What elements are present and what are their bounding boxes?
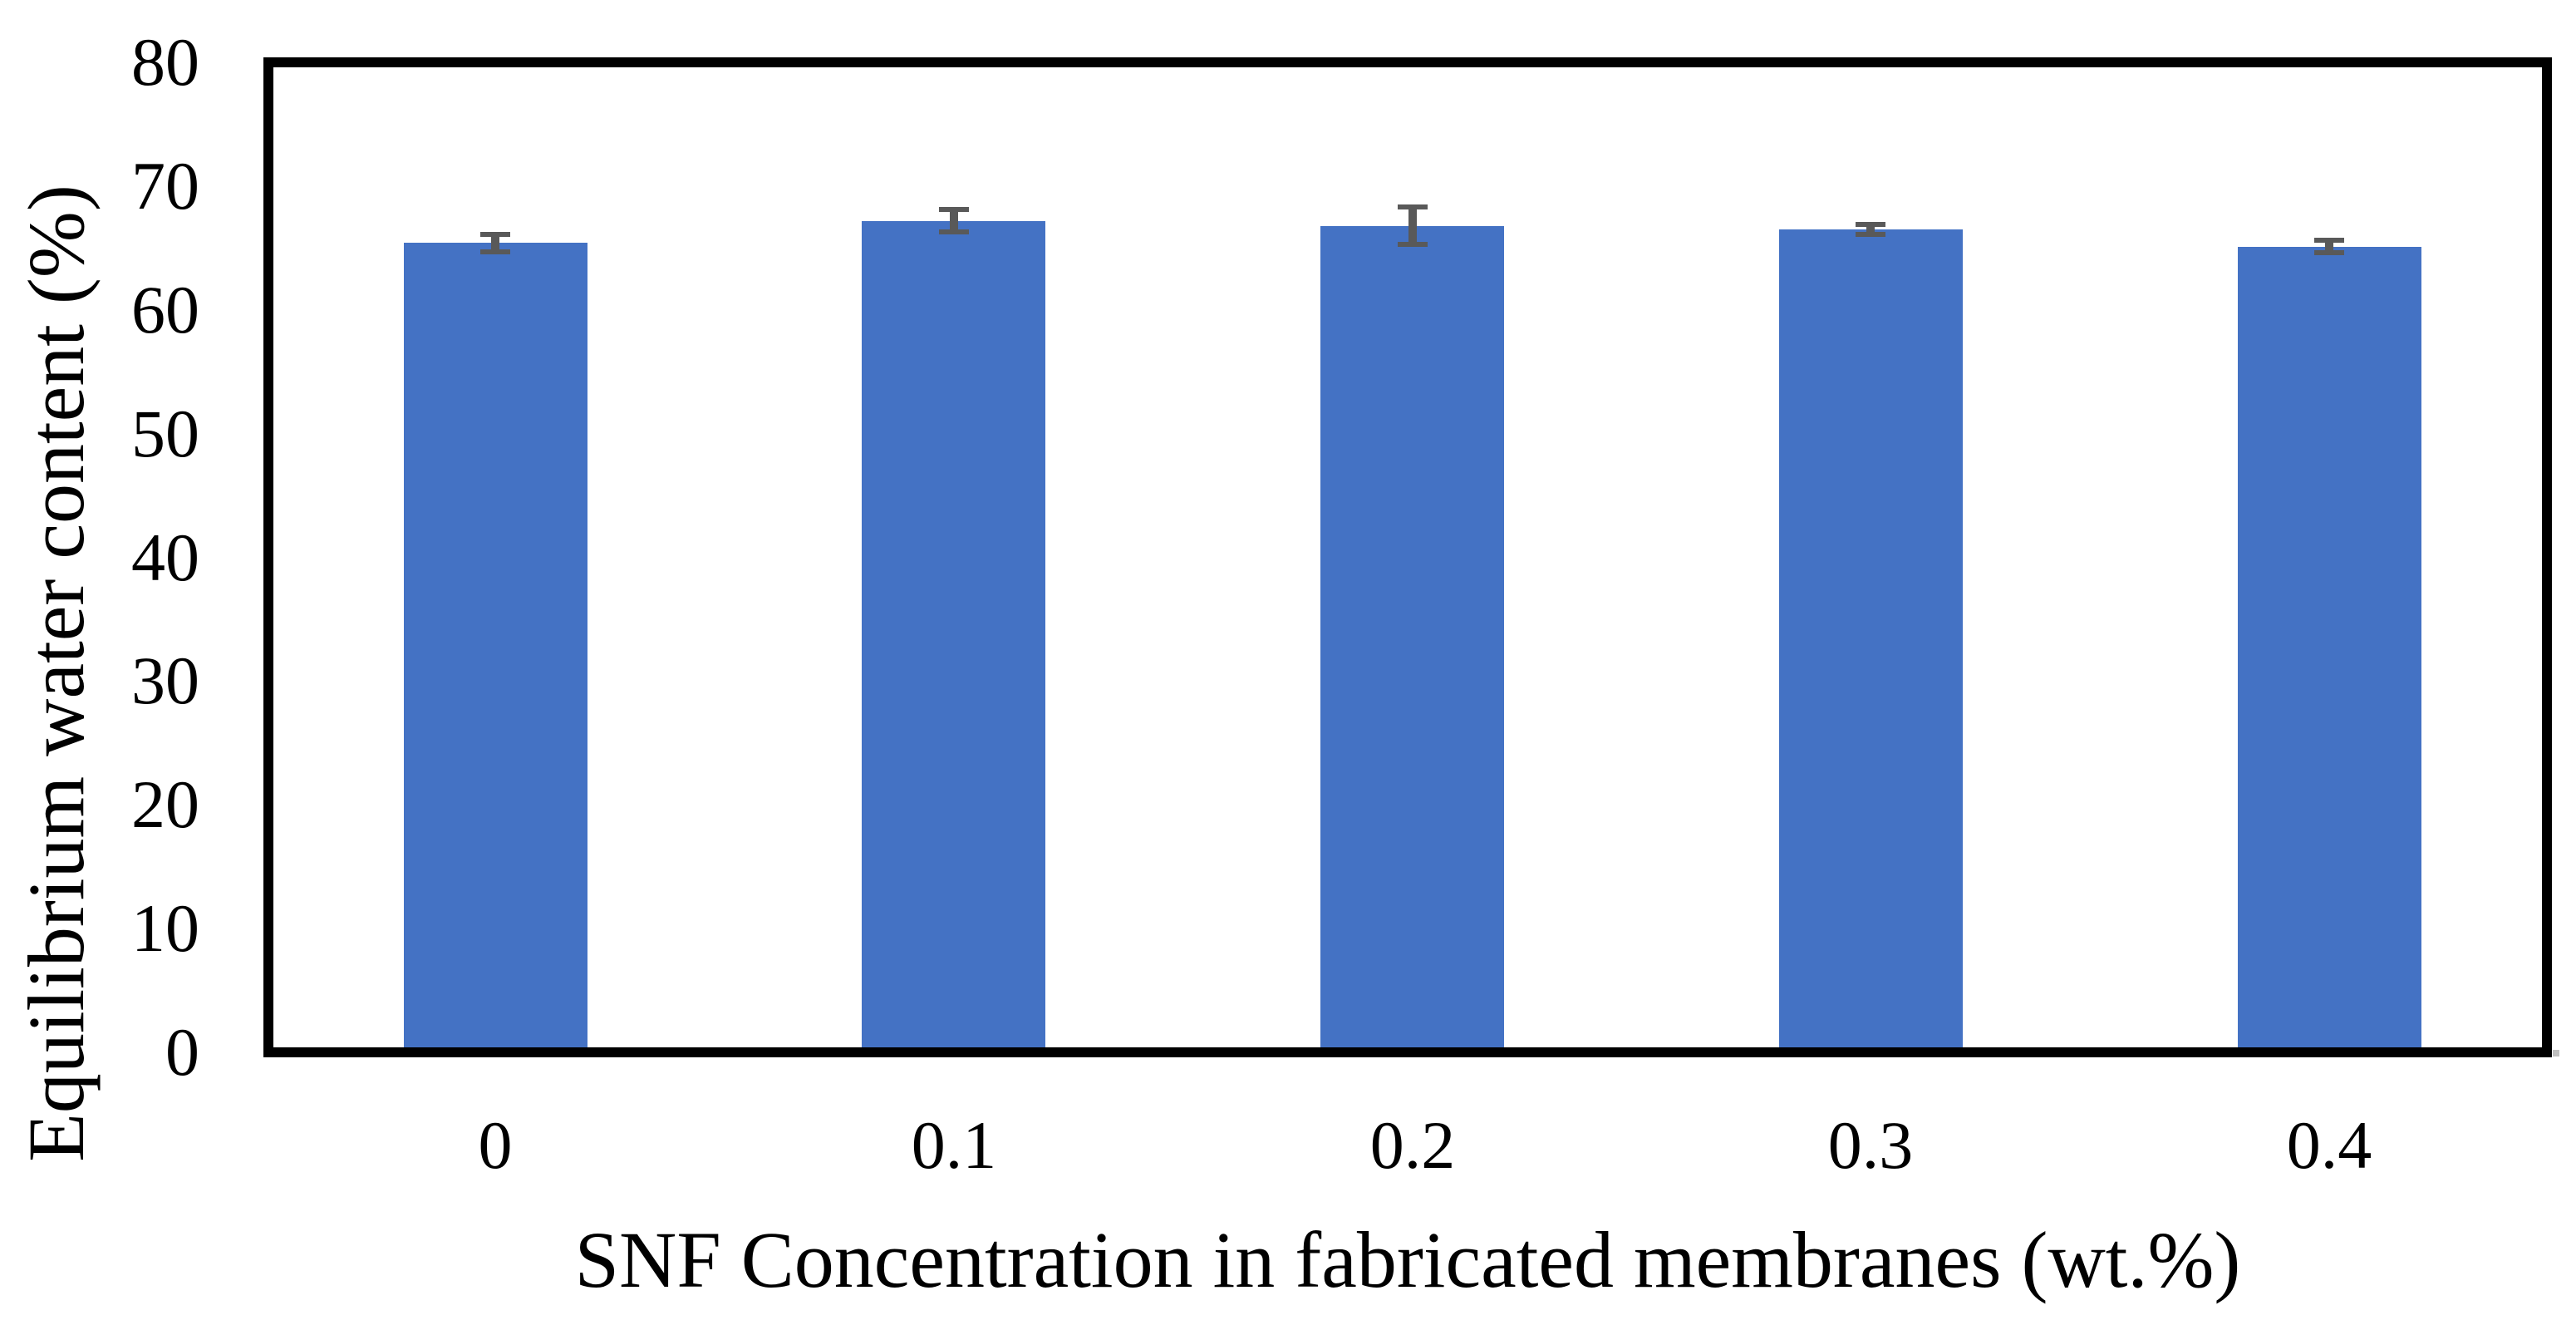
y-tick-label: 0 xyxy=(165,1014,199,1090)
bar xyxy=(2238,247,2421,1047)
bar xyxy=(1320,226,1504,1047)
error-bar-cap-bottom xyxy=(480,249,510,254)
error-bar-cap-bottom xyxy=(1398,242,1428,247)
error-bar-whisker xyxy=(1408,207,1417,244)
y-tick-label: 80 xyxy=(131,24,199,100)
error-bar-whisker xyxy=(950,209,958,232)
bar xyxy=(862,221,1045,1047)
y-tick-label: 20 xyxy=(131,766,199,842)
x-tick-label: 0.4 xyxy=(2286,1107,2372,1183)
x-tick-label: 0 xyxy=(478,1107,513,1183)
error-bar-cap-top xyxy=(2314,238,2344,243)
error-bar-cap-top xyxy=(1398,204,1428,209)
x-tick-label: 0.3 xyxy=(1827,1107,1914,1183)
y-tick-label: 60 xyxy=(131,272,199,347)
y-tick-label: 10 xyxy=(131,890,199,966)
x-axis-title: SNF Concentration in fabricated membrane… xyxy=(574,1215,2241,1304)
y-tick-label: 70 xyxy=(131,148,199,224)
error-bar-cap-top xyxy=(1856,222,1885,227)
y-tick-label: 30 xyxy=(131,643,199,718)
error-bar-cap-bottom xyxy=(1856,232,1885,237)
y-tick-label: 40 xyxy=(131,520,199,595)
frame-corner-marker xyxy=(2553,1050,2559,1056)
bar xyxy=(404,243,587,1047)
bar xyxy=(1779,229,1963,1047)
x-tick-label: 0.2 xyxy=(1369,1107,1456,1183)
error-bar-cap-bottom xyxy=(2314,250,2344,255)
error-bar-cap-top xyxy=(480,232,510,237)
error-bar-cap-bottom xyxy=(939,229,969,234)
y-tick-label: 50 xyxy=(131,396,199,471)
error-bar-whisker xyxy=(1866,224,1875,234)
error-bar-whisker xyxy=(2325,240,2333,253)
error-bar-cap-top xyxy=(939,207,969,212)
error-bar-whisker xyxy=(491,234,499,252)
x-tick-label: 0.1 xyxy=(911,1107,997,1183)
